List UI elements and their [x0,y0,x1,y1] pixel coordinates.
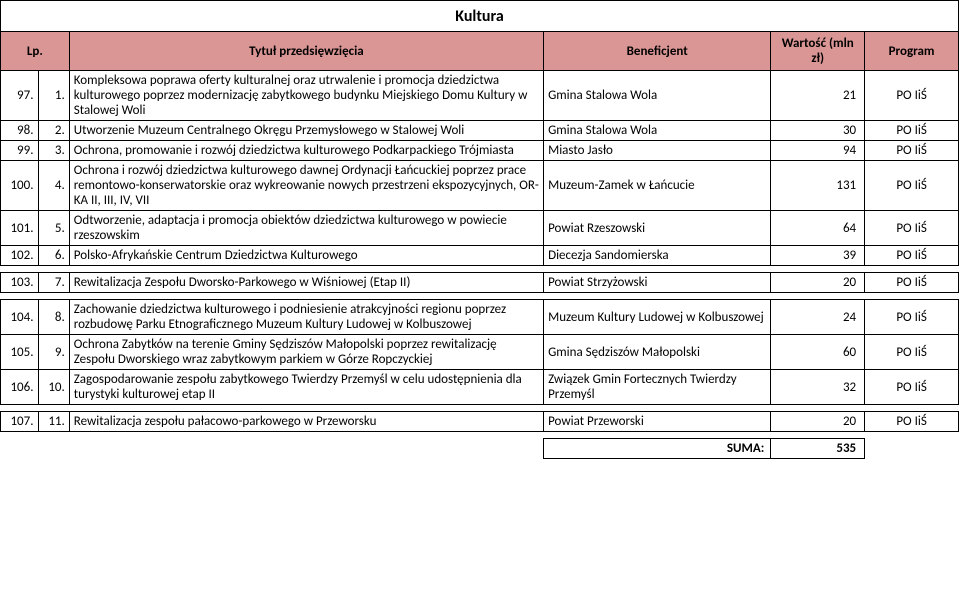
gap-row [1,432,959,439]
cell-idx: 8. [38,300,69,335]
cell-prog: PO IiŚ [865,121,959,141]
cell-val: 39 [771,246,865,266]
table-row: 106.10.Zagospodarowanie zespołu zabytkow… [1,370,959,405]
cell-val: 32 [771,370,865,405]
cell-lp: 100. [1,161,39,211]
hdr-title: Tytuł przedsięwzięcia [69,32,543,71]
cell-lp: 104. [1,300,39,335]
hdr-prog: Program [865,32,959,71]
cell-prog: PO IiŚ [865,71,959,121]
cell-title: Odtworzenie, adaptacja i promocja obiekt… [69,211,543,246]
cell-title: Rewitalizacja zespołu pałacowo-parkowego… [69,412,543,432]
cell-prog: PO IiŚ [865,412,959,432]
cell-val: 60 [771,335,865,370]
cell-idx: 10. [38,370,69,405]
cell-val: 24 [771,300,865,335]
table-row: 107.11.Rewitalizacja zespołu pałacowo-pa… [1,412,959,432]
cell-val: 21 [771,71,865,121]
gap-row [1,293,959,300]
cell-title: Zagospodarowanie zespołu zabytkowego Twi… [69,370,543,405]
cell-prog: PO IiŚ [865,335,959,370]
cell-bene: Miasto Jasło [544,141,771,161]
cell-bene: Diecezja Sandomierska [544,246,771,266]
cell-title: Ochrona, promowanie i rozwój dziedzictwa… [69,141,543,161]
cell-title: Ochrona Zabytków na terenie Gminy Sędzis… [69,335,543,370]
kultura-table: Kultura Lp. Tytuł przedsięwzięcia Benefi… [0,0,959,459]
cell-prog: PO IiŚ [865,141,959,161]
hdr-val: Wartość (mln zł) [771,32,865,71]
sum-value: 535 [771,439,865,459]
cell-idx: 6. [38,246,69,266]
cell-bene: Gmina Stalowa Wola [544,121,771,141]
cell-title: Zachowanie dziedzictwa kulturowego i pod… [69,300,543,335]
cell-prog: PO IiŚ [865,246,959,266]
cell-prog: PO IiŚ [865,211,959,246]
table-row: 105.9.Ochrona Zabytków na terenie Gminy … [1,335,959,370]
sum-label: SUMA: [544,439,771,459]
header-row: Lp. Tytuł przedsięwzięcia Beneficjent Wa… [1,32,959,71]
table-row: 101.5.Odtworzenie, adaptacja i promocja … [1,211,959,246]
hdr-bene: Beneficjent [544,32,771,71]
cell-bene: Powiat Strzyżowski [544,273,771,293]
cell-bene: Gmina Stalowa Wola [544,71,771,121]
cell-lp: 98. [1,121,39,141]
cell-lp: 99. [1,141,39,161]
cell-bene: Powiat Przeworski [544,412,771,432]
cell-idx: 2. [38,121,69,141]
cell-lp: 97. [1,71,39,121]
table-row: 103.7.Rewitalizacja Zespołu Dworsko-Park… [1,273,959,293]
cell-idx: 4. [38,161,69,211]
cell-lp: 106. [1,370,39,405]
gap-row [1,405,959,412]
cell-bene: Muzeum Kultury Ludowej w Kolbuszowej [544,300,771,335]
cell-prog: PO IiŚ [865,370,959,405]
table-row: 99.3.Ochrona, promowanie i rozwój dziedz… [1,141,959,161]
cell-title: Kompleksowa poprawa oferty kulturalnej o… [69,71,543,121]
cell-val: 131 [771,161,865,211]
cell-idx: 11. [38,412,69,432]
table-row: 104.8.Zachowanie dziedzictwa kulturowego… [1,300,959,335]
cell-val: 94 [771,141,865,161]
cell-title: Rewitalizacja Zespołu Dworsko-Parkowego … [69,273,543,293]
cell-bene: Gmina Sędziszów Małopolski [544,335,771,370]
cell-val: 30 [771,121,865,141]
table-row: 97.1.Kompleksowa poprawa oferty kultural… [1,71,959,121]
cell-prog: PO IiŚ [865,161,959,211]
cell-bene: Powiat Rzeszowski [544,211,771,246]
cell-idx: 3. [38,141,69,161]
cell-val: 20 [771,273,865,293]
cell-bene: Związek Gmin Fortecznych Twierdzy Przemy… [544,370,771,405]
cell-idx: 5. [38,211,69,246]
cell-lp: 105. [1,335,39,370]
cell-title: Polsko-Afrykańskie Centrum Dziedzictwa K… [69,246,543,266]
cell-val: 20 [771,412,865,432]
cell-val: 64 [771,211,865,246]
table-title: Kultura [1,1,959,32]
cell-idx: 9. [38,335,69,370]
cell-lp: 103. [1,273,39,293]
table-row: 100.4.Ochrona i rozwój dziedzictwa kultu… [1,161,959,211]
cell-prog: PO IiŚ [865,300,959,335]
cell-title: Utworzenie Muzeum Centralnego Okręgu Prz… [69,121,543,141]
sum-row: SUMA: 535 [1,439,959,459]
cell-idx: 7. [38,273,69,293]
title-row: Kultura [1,1,959,32]
cell-bene: Muzeum-Zamek w Łańcucie [544,161,771,211]
cell-lp: 102. [1,246,39,266]
cell-lp: 101. [1,211,39,246]
cell-prog: PO IiŚ [865,273,959,293]
gap-row [1,266,959,273]
table-row: 102.6.Polsko-Afrykańskie Centrum Dziedzi… [1,246,959,266]
hdr-lp: Lp. [1,32,70,71]
page: Kultura Lp. Tytuł przedsięwzięcia Benefi… [0,0,959,605]
cell-idx: 1. [38,71,69,121]
table-row: 98.2.Utworzenie Muzeum Centralnego Okręg… [1,121,959,141]
cell-lp: 107. [1,412,39,432]
cell-title: Ochrona i rozwój dziedzictwa kulturowego… [69,161,543,211]
